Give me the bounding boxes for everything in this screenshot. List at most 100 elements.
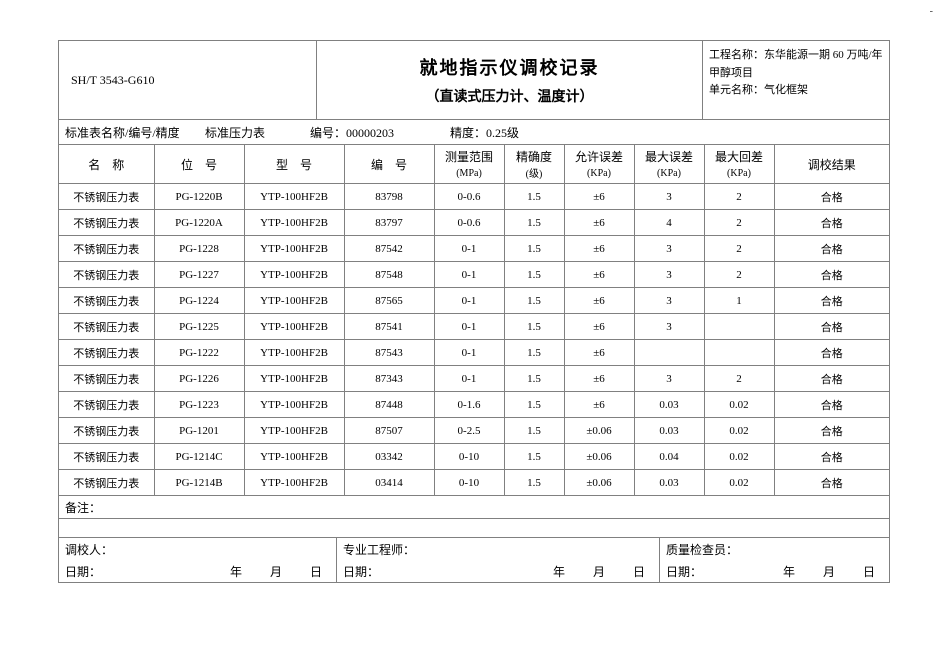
- cell-model: YTP-100HF2B: [244, 288, 344, 314]
- cell-acc: 1.5: [504, 444, 564, 470]
- sign-calibrator: 调校人： 日期：年 月 日: [59, 538, 337, 582]
- th-name: 名 称: [59, 145, 154, 184]
- cell-range: 0-10: [434, 470, 504, 496]
- cell-maxhys: [704, 340, 774, 366]
- cell-maxerr: 3: [634, 314, 704, 340]
- table-row: 不锈钢压力表PG-1228YTP-100HF2B875420-11.5±632合…: [59, 236, 889, 262]
- cell-tol: ±6: [564, 262, 634, 288]
- sign-engineer: 专业工程师： 日期：年 月 日: [337, 538, 660, 582]
- cell-model: YTP-100HF2B: [244, 418, 344, 444]
- cell-range: 0-1: [434, 340, 504, 366]
- cell-result: 合格: [774, 314, 889, 340]
- cell-result: 合格: [774, 444, 889, 470]
- cell-acc: 1.5: [504, 288, 564, 314]
- cell-tag: PG-1220B: [154, 184, 244, 210]
- cell-tag: PG-1228: [154, 236, 244, 262]
- cell-name: 不锈钢压力表: [59, 184, 154, 210]
- cell-tol: ±6: [564, 236, 634, 262]
- table-row: 不锈钢压力表PG-1214CYTP-100HF2B033420-101.5±0.…: [59, 444, 889, 470]
- cell-range: 0-1: [434, 366, 504, 392]
- cell-result: 合格: [774, 262, 889, 288]
- cell-model: YTP-100HF2B: [244, 184, 344, 210]
- cell-result: 合格: [774, 210, 889, 236]
- cell-tol: ±6: [564, 184, 634, 210]
- project-label: 工程名称：: [709, 49, 764, 61]
- unit-line: 单元名称：气化框架: [709, 82, 883, 100]
- record-sheet: SH/T 3543-G610 就地指示仪调校记录 （直读式压力计、温度计） 工程…: [58, 40, 890, 583]
- cell-acc: 1.5: [504, 236, 564, 262]
- cell-name: 不锈钢压力表: [59, 236, 154, 262]
- cell-acc: 1.5: [504, 210, 564, 236]
- cell-model: YTP-100HF2B: [244, 210, 344, 236]
- th-sn: 编 号: [344, 145, 434, 184]
- th-range: 测量范围(MPa): [434, 145, 504, 184]
- cell-acc: 1.5: [504, 340, 564, 366]
- cell-result: 合格: [774, 366, 889, 392]
- cell-acc: 1.5: [504, 418, 564, 444]
- signature-block: 调校人： 日期：年 月 日 专业工程师： 日期：年 月 日 质量检查员： 日期：…: [59, 538, 889, 582]
- table-row: 不锈钢压力表PG-1222YTP-100HF2B875430-11.5±6合格: [59, 340, 889, 366]
- cell-tag: PG-1227: [154, 262, 244, 288]
- project-line: 工程名称：东华能源一期 60 万吨/年甲醇项目: [709, 47, 883, 82]
- header-row: SH/T 3543-G610 就地指示仪调校记录 （直读式压力计、温度计） 工程…: [59, 41, 889, 120]
- cell-maxerr: 3: [634, 262, 704, 288]
- th-maxhys: 最大回差(KPa): [704, 145, 774, 184]
- data-table: 名 称 位 号 型 号 编 号 测量范围(MPa) 精确度(级) 允许误差(KP…: [59, 145, 889, 496]
- cell-name: 不锈钢压力表: [59, 366, 154, 392]
- cell-result: 合格: [774, 470, 889, 496]
- th-model: 型 号: [244, 145, 344, 184]
- cell-sn: 87542: [344, 236, 434, 262]
- cell-tag: PG-1224: [154, 288, 244, 314]
- unit-label: 单元名称：: [709, 84, 764, 96]
- cell-tol: ±0.06: [564, 470, 634, 496]
- cell-range: 0-1: [434, 262, 504, 288]
- th-tag: 位 号: [154, 145, 244, 184]
- spacer-row: [59, 519, 889, 538]
- cell-acc: 1.5: [504, 262, 564, 288]
- cell-maxhys: 0.02: [704, 470, 774, 496]
- cell-name: 不锈钢压力表: [59, 418, 154, 444]
- cell-maxhys: 1: [704, 288, 774, 314]
- cell-acc: 1.5: [504, 184, 564, 210]
- cell-sn: 87548: [344, 262, 434, 288]
- cell-range: 0-1: [434, 288, 504, 314]
- cell-model: YTP-100HF2B: [244, 444, 344, 470]
- cell-name: 不锈钢压力表: [59, 262, 154, 288]
- table-row: 不锈钢压力表PG-1214BYTP-100HF2B034140-101.5±0.…: [59, 470, 889, 496]
- cell-tol: ±6: [564, 392, 634, 418]
- cell-maxhys: 2: [704, 184, 774, 210]
- cell-result: 合格: [774, 288, 889, 314]
- cell-range: 0-2.5: [434, 418, 504, 444]
- cell-maxerr: 3: [634, 288, 704, 314]
- cell-model: YTP-100HF2B: [244, 366, 344, 392]
- th-maxerr: 最大误差(KPa): [634, 145, 704, 184]
- cell-maxhys: 2: [704, 262, 774, 288]
- cell-range: 0-1.6: [434, 392, 504, 418]
- cell-result: 合格: [774, 340, 889, 366]
- cell-tol: ±6: [564, 288, 634, 314]
- th-result: 调校结果: [774, 145, 889, 184]
- std-accuracy: 精度：0.25级: [450, 124, 570, 141]
- table-body: 不锈钢压力表PG-1220BYTP-100HF2B837980-0.61.5±6…: [59, 184, 889, 496]
- cell-name: 不锈钢压力表: [59, 392, 154, 418]
- cell-sn: 87541: [344, 314, 434, 340]
- cell-range: 0-1: [434, 314, 504, 340]
- cell-tag: PG-1222: [154, 340, 244, 366]
- cell-sn: 83798: [344, 184, 434, 210]
- std-code: 编号：00000203: [310, 124, 450, 141]
- cell-sn: 87565: [344, 288, 434, 314]
- cell-maxerr: 0.04: [634, 444, 704, 470]
- table-row: 不锈钢压力表PG-1225YTP-100HF2B875410-11.5±63合格: [59, 314, 889, 340]
- table-row: 不锈钢压力表PG-1223YTP-100HF2B874480-1.61.5±60…: [59, 392, 889, 418]
- cell-maxhys: 0.02: [704, 392, 774, 418]
- cell-maxhys: 2: [704, 236, 774, 262]
- cell-sn: 87343: [344, 366, 434, 392]
- cell-sn: 03414: [344, 470, 434, 496]
- cell-maxerr: 4: [634, 210, 704, 236]
- cell-tag: PG-1214C: [154, 444, 244, 470]
- cell-name: 不锈钢压力表: [59, 288, 154, 314]
- cell-tag: PG-1223: [154, 392, 244, 418]
- cell-acc: 1.5: [504, 314, 564, 340]
- table-row: 不锈钢压力表PG-1220AYTP-100HF2B837970-0.61.5±6…: [59, 210, 889, 236]
- cell-tag: PG-1201: [154, 418, 244, 444]
